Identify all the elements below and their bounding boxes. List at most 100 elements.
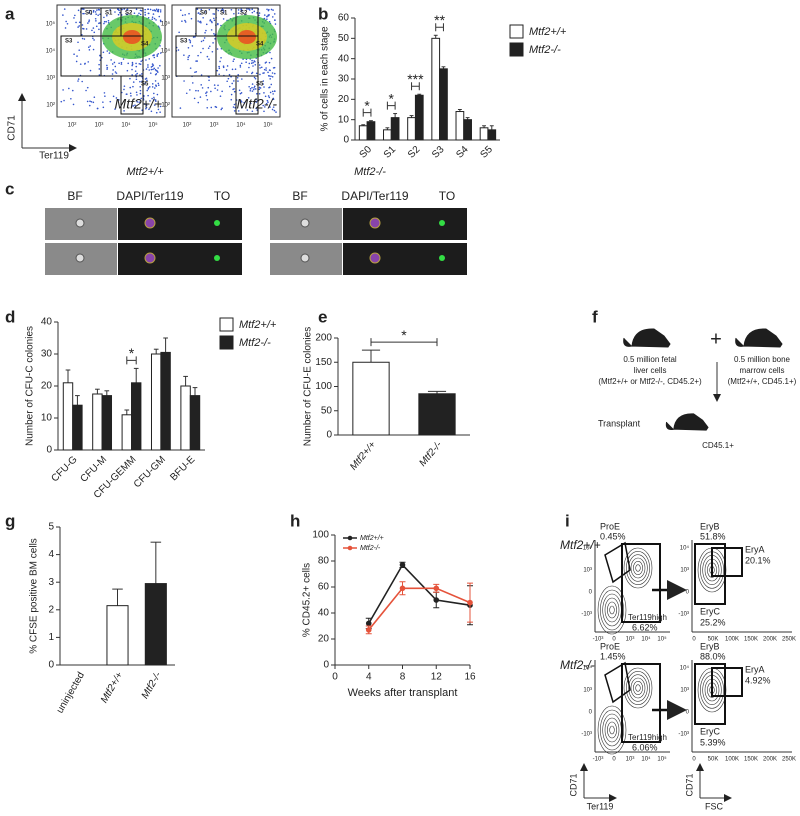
x-tick-label: 10³ xyxy=(626,637,635,643)
event-dot xyxy=(92,101,95,104)
gate-label: S1 xyxy=(105,11,113,17)
bar xyxy=(180,385,191,451)
event-dot xyxy=(87,46,90,49)
event-dot xyxy=(218,73,220,76)
event-dot xyxy=(263,92,265,94)
y-tick-label: 10⁵ xyxy=(46,21,56,28)
y-tick-label: 10 xyxy=(338,114,350,125)
genotype-label: Mtf2+/+ xyxy=(560,538,601,552)
x-tick-label: Mtf2+/+ xyxy=(348,439,378,472)
event-dot xyxy=(107,19,110,22)
contour xyxy=(597,585,627,635)
event-dot xyxy=(252,61,254,64)
event-dot xyxy=(139,9,142,12)
panel-label: d xyxy=(5,307,15,326)
event-dot xyxy=(230,98,233,101)
event-dot xyxy=(256,92,258,95)
event-dot xyxy=(139,80,141,83)
event-dot xyxy=(265,102,268,105)
event-dot xyxy=(131,64,134,67)
event-dot xyxy=(210,29,213,31)
event-dot xyxy=(156,10,159,12)
y-tick-label: 10 xyxy=(41,413,53,424)
event-dot xyxy=(115,72,118,74)
event-dot xyxy=(82,27,84,30)
event-dot xyxy=(145,77,148,80)
event-dot xyxy=(251,59,253,62)
dot-plot xyxy=(171,4,281,118)
genotype-label: Mtf2+/+ xyxy=(115,96,162,112)
event-dot xyxy=(126,8,129,11)
event-dot xyxy=(189,41,192,44)
event-dot xyxy=(68,87,70,90)
event-dot xyxy=(179,107,182,109)
event-dot xyxy=(95,25,98,28)
marker xyxy=(433,585,440,592)
y-tick-label: 0 xyxy=(46,445,52,456)
event-dot xyxy=(147,8,149,10)
bar xyxy=(479,127,489,141)
event-dot xyxy=(271,72,274,74)
to-cell xyxy=(439,255,445,261)
bar xyxy=(431,37,441,141)
event-dot xyxy=(153,54,155,56)
event-dot xyxy=(264,95,267,98)
event-dot xyxy=(111,73,114,75)
gate-label: S2 xyxy=(240,11,248,17)
event-dot xyxy=(272,9,274,11)
genotype-title: Mtf2-/- xyxy=(354,166,386,178)
event-dot xyxy=(268,69,271,71)
transplant-label: Transplant xyxy=(598,418,641,428)
event-dot xyxy=(77,80,79,82)
event-dot xyxy=(157,84,160,87)
panel-label: b xyxy=(318,4,328,23)
y-tick-label: 30 xyxy=(41,349,53,360)
support-text: 0.5 million bone xyxy=(734,355,791,364)
y-tick-label: 40 xyxy=(338,53,350,64)
event-dot xyxy=(88,11,91,14)
contour xyxy=(623,667,653,709)
event-dot xyxy=(270,83,273,86)
event-dot xyxy=(213,32,215,35)
x-tick-label: 10⁵ xyxy=(657,756,667,763)
event-dot xyxy=(121,8,123,11)
y-tick-label: 3 xyxy=(48,577,54,588)
event-dot xyxy=(271,90,274,93)
y-tick-label: 0 xyxy=(323,660,329,671)
y-tick-label: 0 xyxy=(686,710,690,716)
event-dot xyxy=(144,14,147,16)
event-dot xyxy=(65,20,67,23)
event-dot xyxy=(246,8,248,10)
event-dot xyxy=(92,48,95,51)
event-dot xyxy=(145,59,147,61)
event-dot xyxy=(264,62,267,64)
event-dot xyxy=(151,86,154,88)
event-dot xyxy=(258,64,261,66)
event-dot xyxy=(118,62,120,65)
y-tick-label: 10³ xyxy=(46,76,55,82)
bar xyxy=(144,583,167,666)
event-dot xyxy=(90,101,93,103)
event-dot xyxy=(106,64,108,67)
x-tick-label: 250K xyxy=(782,637,796,643)
event-dot xyxy=(233,90,236,93)
event-dot xyxy=(233,58,235,61)
gate-label: S4 xyxy=(141,42,149,48)
event-dot xyxy=(251,90,254,92)
event-dot xyxy=(153,96,155,99)
event-dot xyxy=(241,106,243,109)
event-dot xyxy=(202,17,204,19)
axis-label: CD71 xyxy=(7,115,18,141)
event-dot xyxy=(251,11,254,14)
event-dot xyxy=(266,99,269,102)
event-dot xyxy=(64,27,67,29)
contour xyxy=(597,705,627,755)
plus-sign: + xyxy=(710,328,722,350)
event-dot xyxy=(106,66,109,69)
event-dot xyxy=(78,25,81,27)
event-dot xyxy=(72,103,75,106)
bar xyxy=(62,382,74,451)
x-tick-label: 10³ xyxy=(210,123,219,129)
significance-bracket xyxy=(435,23,444,32)
significance-bracket xyxy=(126,356,137,365)
